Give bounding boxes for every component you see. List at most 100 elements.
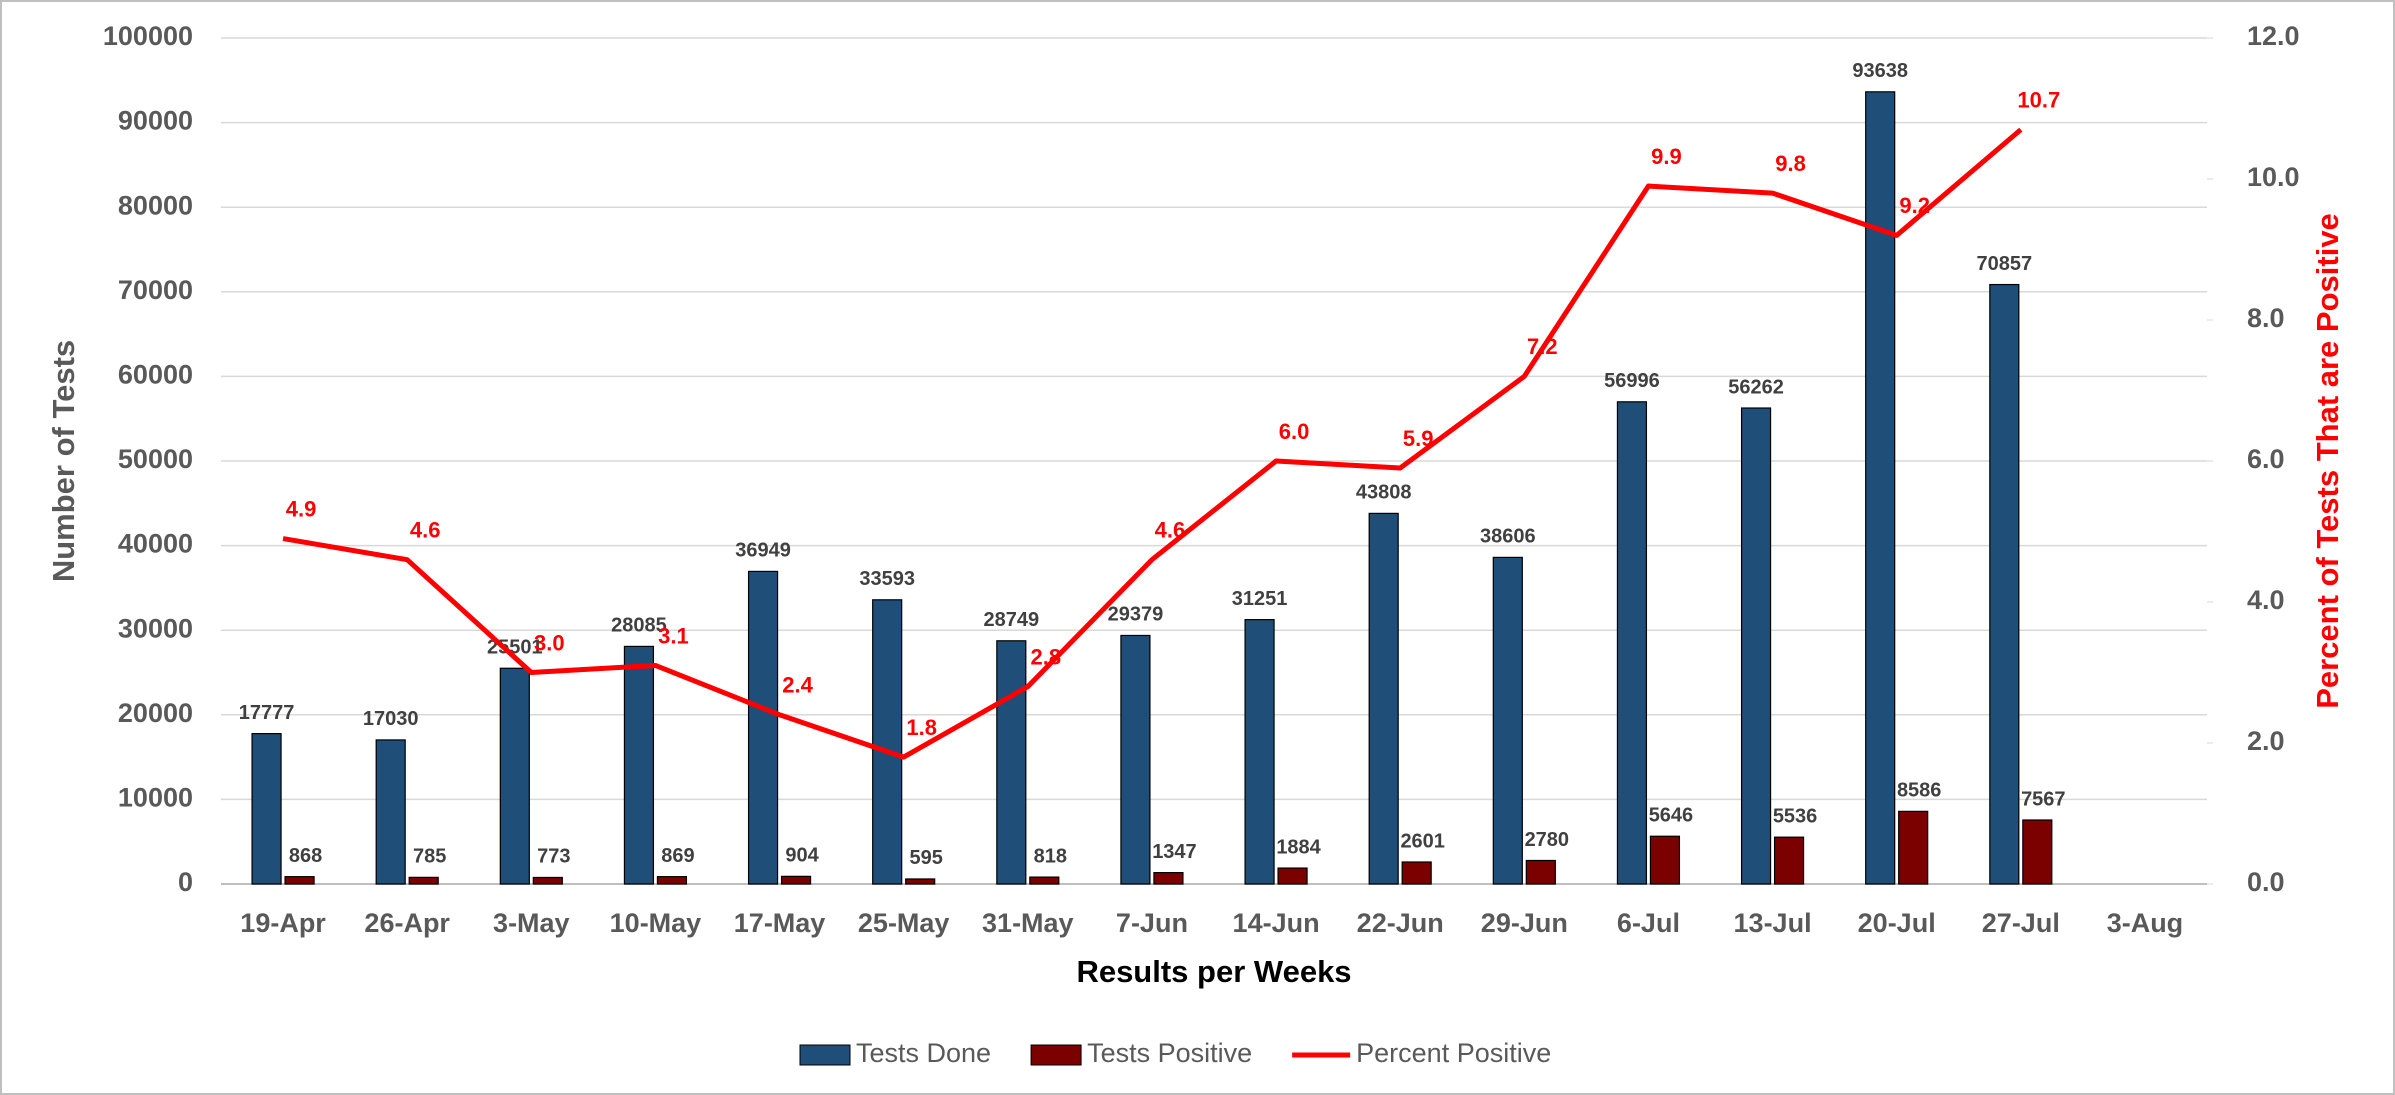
data-label: 43808 [1356,482,1412,504]
bar [1277,867,1308,885]
y2-tick-label: 4.0 [2247,585,2285,615]
data-label: 33593 [859,568,915,590]
y-tick-label: 60000 [118,360,193,390]
x-tick-label: 3-Aug [2107,908,2184,938]
y2-axis-title: Percent of Tests That are Positive [2310,213,2345,709]
data-label: 1884 [1276,836,1321,858]
bar [996,640,1027,885]
y-tick-label: 10000 [118,783,193,813]
y2-tick-label: 12.0 [2247,21,2300,51]
legend-label: Percent Positive [1356,1038,1551,1068]
data-label: 31251 [1232,588,1288,610]
bar [1492,556,1523,885]
y2-tick-label: 10.0 [2247,162,2300,192]
bar [905,878,936,885]
y-tick-label: 70000 [118,275,193,305]
y-tick-label: 90000 [118,106,193,136]
bar [780,875,812,885]
bar [747,570,779,885]
data-label: 2780 [1525,829,1570,851]
y2-tick-label: 2.0 [2247,726,2285,756]
data-label: 818 [1034,845,1067,867]
data-label: 28749 [984,609,1040,631]
x-tick-label: 22-Jun [1357,908,1444,938]
bar [1898,810,1929,885]
data-label: 56262 [1728,376,1784,398]
x-tick-label: 27-Jul [1982,908,2060,938]
line [282,127,2023,760]
line-data-label: 2.8 [1031,644,1062,669]
data-label: 868 [289,845,322,867]
bar [1153,872,1184,885]
data-label: 1347 [1152,841,1197,863]
data-label: 56996 [1604,370,1660,392]
y-tick-label: 0 [178,867,193,897]
x-tick-label: 13-Jul [1734,908,1812,938]
line-data-label: 1.8 [906,715,937,740]
bar [1989,283,2020,885]
x-tick-label: 19-Apr [240,908,326,938]
data-label: 36949 [735,540,791,562]
y-tick-label: 40000 [118,529,193,559]
bar [623,645,655,885]
data-label: 29379 [1108,604,1164,626]
data-label: 773 [537,846,570,868]
y-tick-label: 30000 [118,613,193,643]
data-label: 8586 [1897,780,1942,802]
line-data-label: 6.0 [1279,419,1310,444]
bar [656,876,688,885]
line-data-label: 4.6 [410,518,441,543]
bar [375,739,406,885]
legend-swatch [799,1044,851,1066]
x-tick-label: 29-Jun [1481,908,1568,938]
legend-label: Tests Done [856,1038,991,1068]
x-tick-label: 3-May [493,908,570,938]
bar [1525,859,1556,885]
bar [2022,819,2053,885]
bar [1865,91,1896,885]
line-data-label: 3.1 [658,623,689,648]
data-label: 38606 [1480,526,1536,548]
y-tick-label: 100000 [103,21,193,51]
bar [1401,861,1432,885]
x-tick-label: 31-May [982,908,1074,938]
line-data-label: 9.9 [1651,144,1682,169]
x-tick-label: 14-Jun [1233,908,1320,938]
bar [251,733,282,885]
x-tick-label: 25-May [858,908,950,938]
y-tick-label: 50000 [118,444,193,474]
data-label: 595 [910,847,943,869]
bar [1616,401,1648,885]
legend-label: Tests Positive [1087,1038,1252,1068]
bar [1740,407,1772,885]
line-data-label: 4.9 [286,496,317,521]
data-label: 5536 [1773,805,1818,827]
bar [1368,512,1399,885]
y-tick-label: 20000 [118,698,193,728]
y2-tick-label: 0.0 [2247,867,2285,897]
bar [1649,835,1681,885]
line-data-label: 7.2 [1527,334,1558,359]
line-data-label: 9.8 [1775,151,1806,176]
data-label: 2601 [1400,830,1445,852]
data-label: 93638 [1852,60,1908,82]
x-tick-label: 7-Jun [1116,908,1188,938]
bar [1244,619,1275,885]
line-data-label: 2.4 [782,673,813,698]
bar [1029,876,1060,885]
x-tick-label: 10-May [610,908,702,938]
y-tick-label: 80000 [118,190,193,220]
bar [1120,634,1151,885]
x-tick-label: 6-Jul [1617,908,1680,938]
bar [284,876,315,885]
data-label: 70857 [1977,253,2033,275]
x-tick-label: 26-Apr [364,908,450,938]
x-tick-label: 17-May [734,908,826,938]
data-label: 28085 [611,615,667,637]
line-data-label: 10.7 [2017,87,2060,112]
bar [499,667,530,885]
bar [532,876,563,885]
data-label: 7567 [2021,788,2066,810]
legend-swatch [1030,1044,1082,1066]
